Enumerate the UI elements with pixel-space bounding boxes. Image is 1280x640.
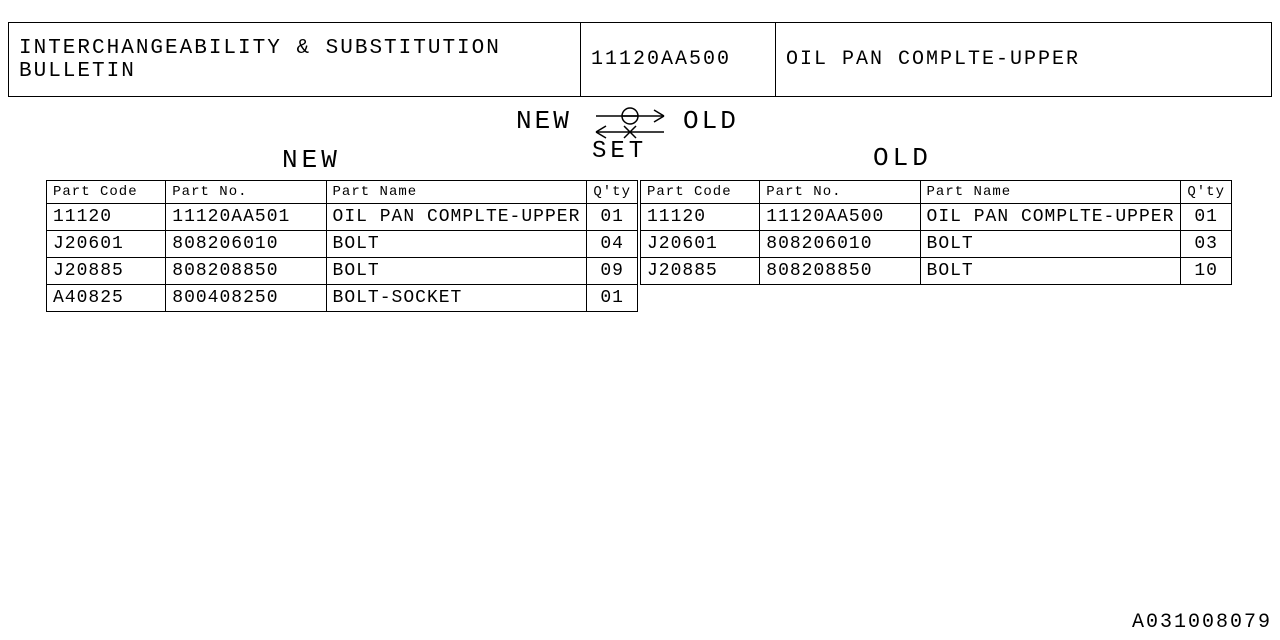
- cell-qty: 04: [587, 231, 638, 258]
- table-row: J20601808206010BOLT03: [641, 231, 1232, 258]
- header-description: OIL PAN COMPLTE-UPPER: [776, 23, 1271, 96]
- col-part-name: Part Name: [326, 181, 587, 204]
- col-part-no: Part No.: [760, 181, 920, 204]
- table-row: 1112011120AA500OIL PAN COMPLTE-UPPER01: [641, 204, 1232, 231]
- cell-part-code: J20601: [47, 231, 166, 258]
- cell-qty: 10: [1181, 258, 1232, 285]
- cell-part-code: 11120: [641, 204, 760, 231]
- diagram-old-label: OLD: [683, 106, 739, 136]
- cell-part-code: J20885: [47, 258, 166, 285]
- cell-part-code: J20601: [641, 231, 760, 258]
- diagram-new-label: NEW: [516, 106, 572, 136]
- col-part-name: Part Name: [920, 181, 1181, 204]
- col-qty: Q'ty: [1181, 181, 1232, 204]
- section-label-new: NEW: [282, 145, 341, 175]
- cell-part-name: BOLT: [920, 258, 1181, 285]
- header-title: INTERCHANGEABILITY & SUBSTITUTION BULLET…: [9, 23, 581, 96]
- header-box: INTERCHANGEABILITY & SUBSTITUTION BULLET…: [8, 22, 1272, 97]
- cell-part-no: 11120AA501: [166, 204, 326, 231]
- table-header-row: Part Code Part No. Part Name Q'ty: [641, 181, 1232, 204]
- cell-part-no: 11120AA500: [760, 204, 920, 231]
- cell-part-no: 800408250: [166, 285, 326, 312]
- cell-part-name: OIL PAN COMPLTE-UPPER: [920, 204, 1181, 231]
- interchange-diagram: NEW OLD SET: [0, 100, 1280, 165]
- table-row: J20885808208850BOLT09: [47, 258, 638, 285]
- header-code: 11120AA500: [581, 23, 776, 96]
- col-part-code: Part Code: [641, 181, 760, 204]
- document-number: A031008079: [1132, 611, 1272, 634]
- cell-part-no: 808208850: [166, 258, 326, 285]
- cell-qty: 09: [587, 258, 638, 285]
- table-header-row: Part Code Part No. Part Name Q'ty: [47, 181, 638, 204]
- table-row: 1112011120AA501OIL PAN COMPLTE-UPPER01: [47, 204, 638, 231]
- col-part-code: Part Code: [47, 181, 166, 204]
- cell-part-name: BOLT: [920, 231, 1181, 258]
- cell-qty: 03: [1181, 231, 1232, 258]
- table-row: J20885808208850BOLT10: [641, 258, 1232, 285]
- cell-part-name: BOLT-SOCKET: [326, 285, 587, 312]
- cell-part-no: 808206010: [760, 231, 920, 258]
- cell-part-code: 11120: [47, 204, 166, 231]
- section-label-old: OLD: [873, 143, 932, 173]
- interchange-arrows-icon: [592, 102, 672, 142]
- cell-part-name: BOLT: [326, 231, 587, 258]
- col-part-no: Part No.: [166, 181, 326, 204]
- cell-qty: 01: [587, 285, 638, 312]
- cell-part-code: A40825: [47, 285, 166, 312]
- cell-part-no: 808206010: [166, 231, 326, 258]
- old-parts-table: Part Code Part No. Part Name Q'ty 111201…: [640, 180, 1232, 285]
- col-qty: Q'ty: [587, 181, 638, 204]
- table-row: A40825800408250BOLT-SOCKET01: [47, 285, 638, 312]
- cell-qty: 01: [1181, 204, 1232, 231]
- cell-part-code: J20885: [641, 258, 760, 285]
- cell-qty: 01: [587, 204, 638, 231]
- cell-part-name: OIL PAN COMPLTE-UPPER: [326, 204, 587, 231]
- table-row: J20601808206010BOLT04: [47, 231, 638, 258]
- cell-part-name: BOLT: [326, 258, 587, 285]
- diagram-set-label: SET: [592, 138, 647, 165]
- cell-part-no: 808208850: [760, 258, 920, 285]
- new-parts-table: Part Code Part No. Part Name Q'ty 111201…: [46, 180, 638, 312]
